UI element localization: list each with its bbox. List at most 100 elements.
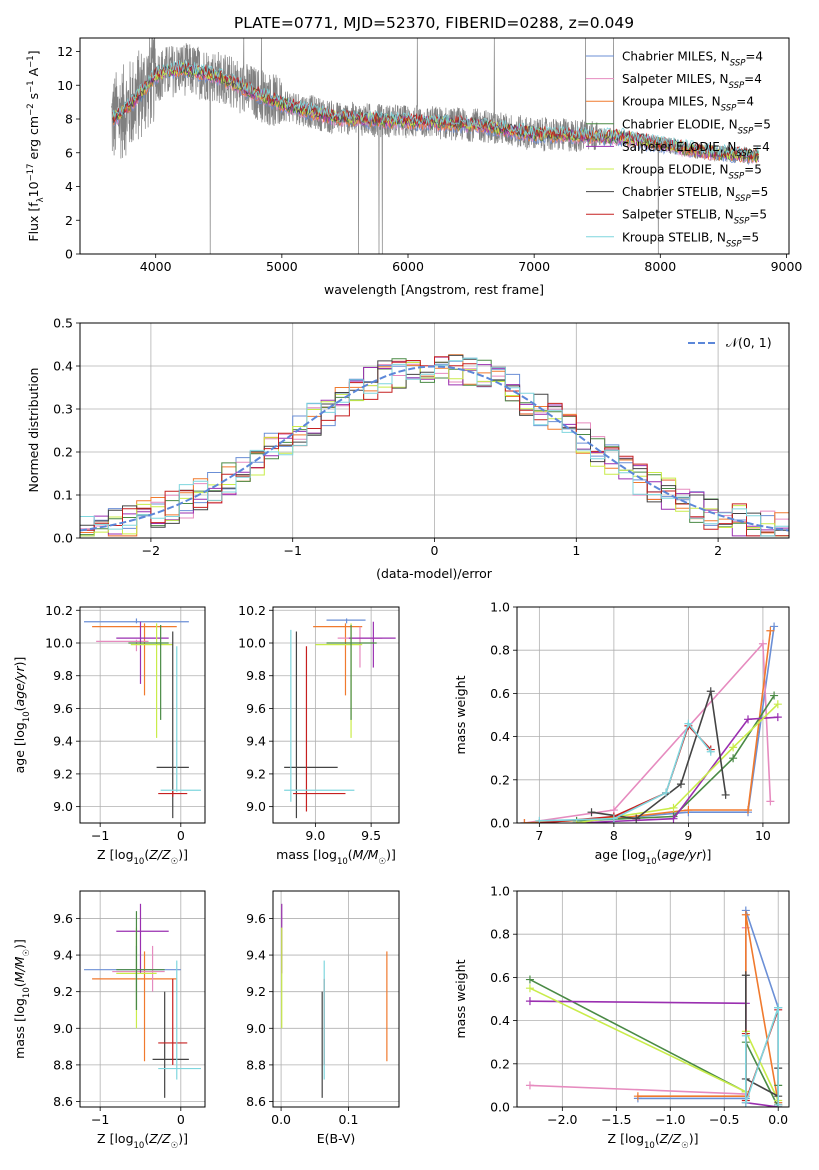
y-tick-label: 9.0	[246, 1021, 266, 1036]
y-tick-label: 2	[65, 213, 73, 228]
weight-line-chabrier-elodie	[576, 695, 775, 822]
axes-frame	[272, 890, 400, 1108]
y-tick-label: 0.0	[490, 816, 510, 831]
axes-mass-vs-Z: −1 0 8.6 8.8 9.0 9.2 9.4 9.6 Z [log10(Z/Z☉)] mass…	[12, 890, 206, 1151]
y-tick-label: 0.4	[490, 1013, 510, 1028]
x-tick-label: 9000	[771, 259, 803, 274]
plot-area-age-vs-Z	[80, 607, 205, 823]
y-tick-label: 8	[65, 112, 73, 127]
legend: Chabrier MILES, NSSP=4 Salpeter MILES, NS…	[586, 50, 771, 249]
y-tick-label: 4	[65, 179, 73, 194]
weight-marker	[721, 790, 730, 799]
weight-marker	[758, 639, 767, 648]
x-tick-label: 7000	[518, 259, 550, 274]
y-tick-label: 8.6	[53, 1094, 73, 1109]
x-tick-label: −0.5	[709, 1112, 739, 1127]
x-tick-label: 0	[177, 1112, 185, 1127]
x-tick-label: 5000	[266, 259, 298, 274]
y-tick-label: 0.4	[490, 729, 510, 744]
x-tick-label: 9.5	[361, 828, 381, 843]
normal-curve	[80, 365, 789, 532]
y-axis-label: age [log10(age/yr)]	[12, 657, 32, 774]
weight-marker	[770, 691, 779, 700]
x-axis-label: mass [log10(M/M☉)]	[276, 847, 396, 867]
x-tick-label: 9	[684, 828, 692, 843]
weight-marker	[662, 788, 671, 797]
weight-marker	[774, 1100, 783, 1107]
y-tick-label: 9.6	[246, 911, 266, 926]
y-axis-label: mass [log10(M/M☉)]	[12, 939, 32, 1059]
plot-area-weight-vs-age	[517, 607, 789, 823]
y-tick-label: 0.4	[53, 359, 73, 374]
weight-marker	[525, 1081, 534, 1090]
y-tick-label: 0	[65, 247, 73, 262]
weight-marker	[706, 747, 715, 756]
y-tick-label: 1.0	[490, 600, 510, 615]
y-tick-label: 9.6	[53, 701, 73, 716]
x-tick-label: 0.0	[271, 1112, 291, 1127]
weight-marker	[525, 975, 534, 984]
weight-marker	[741, 1031, 750, 1040]
x-tick-label: −1	[91, 1112, 109, 1127]
x-tick-label: 10	[755, 828, 771, 843]
axes-mass-vs-EBV: 0.0 0.1 8.6 8.8 9.0 9.2 9.4 9.6 E(B-V)	[246, 890, 400, 1146]
legend-entry: Kroupa STELIB, NSSP=5	[622, 230, 759, 249]
y-tick-label: 0.2	[490, 772, 510, 787]
weight-marker	[609, 814, 618, 823]
weight-marker	[669, 803, 678, 812]
weight-marker	[766, 626, 775, 635]
weight-marker	[587, 808, 596, 817]
weight-marker	[633, 1092, 642, 1101]
weight-line-chabrier-elodie	[529, 978, 779, 1107]
histogram-salpeter-stelib	[80, 356, 789, 537]
x-tick-label: 0.1	[339, 1112, 359, 1127]
legend-entry: Chabrier ELODIE, NSSP=5	[622, 117, 771, 136]
y-tick-label: 10.0	[238, 636, 266, 651]
weight-marker	[535, 816, 544, 823]
histogram-chabrier-elodie	[80, 358, 789, 537]
x-tick-label: 1	[572, 543, 580, 558]
weight-marker	[770, 622, 779, 631]
x-tick-label: 0	[177, 828, 185, 843]
axes-age-vs-Z: −1 0 9.0 9.2 9.4 9.6 9.8 10.0 10.2 Z [log10(Z/Z☉)…	[12, 603, 206, 867]
plot-area-age-vs-mass	[273, 607, 399, 823]
x-axis-label: Z [log10(Z/Z☉)]	[97, 847, 188, 867]
y-tick-label: 9.4	[53, 948, 73, 963]
y-tick-label: 9.2	[246, 984, 266, 999]
weight-marker	[766, 797, 775, 806]
x-tick-label: 0.0	[768, 1112, 788, 1127]
y-tick-label: 0.5	[53, 316, 73, 331]
weight-marker	[706, 687, 715, 696]
axes-weight-vs-Z: −2.0 −1.5 −1.0 −0.5 0.0 0.0 0.2 0.4 0.6 0.8 1.0 Z […	[453, 884, 790, 1151]
legend-entry: Salpeter MILES, NSSP=4	[622, 72, 762, 91]
y-tick-label: 9.8	[53, 668, 73, 683]
x-axis-label: wavelength [Angstrom, rest frame]	[324, 282, 544, 297]
x-axis-label: age [log10(age/yr)]	[595, 847, 712, 867]
x-axis-label: E(B-V)	[317, 1131, 356, 1146]
y-tick-label: 0.0	[53, 531, 73, 546]
weight-line-chabrier-stelib	[591, 690, 727, 820]
y-tick-label: 9.2	[53, 766, 73, 781]
x-tick-label: −1.5	[601, 1112, 631, 1127]
x-axis-label: (data-model)/error	[376, 566, 493, 581]
weight-marker	[676, 780, 685, 789]
weight-marker	[744, 806, 753, 815]
weight-line-kroupa-miles	[524, 630, 772, 823]
y-tick-label: 6	[65, 145, 73, 160]
x-tick-label: −2	[142, 543, 160, 558]
y-tick-label: 9.0	[53, 1021, 73, 1036]
weight-line-salpeter-stelib	[539, 724, 712, 823]
plot-area-weight-vs-Z	[517, 891, 789, 1107]
weight-marker	[744, 715, 753, 724]
axes-residuals: −2 −1 0 1 2 0.0 0.1 0.2 0.3 0.4 0.5 (data-model)/er…	[26, 316, 790, 581]
y-tick-label: 0.1	[53, 488, 73, 503]
weight-marker	[741, 1098, 750, 1107]
y-axis-label: mass weight	[453, 675, 468, 754]
weight-marker	[741, 910, 750, 919]
plot-area-mass-vs-EBV	[273, 891, 399, 1107]
weight-line-kroupa-elodie	[576, 703, 779, 823]
y-tick-label: 9.6	[246, 701, 266, 716]
y-tick-label: 0.8	[490, 643, 510, 658]
legend-entry: Salpeter ELODIE, NSSP=4	[622, 140, 770, 159]
